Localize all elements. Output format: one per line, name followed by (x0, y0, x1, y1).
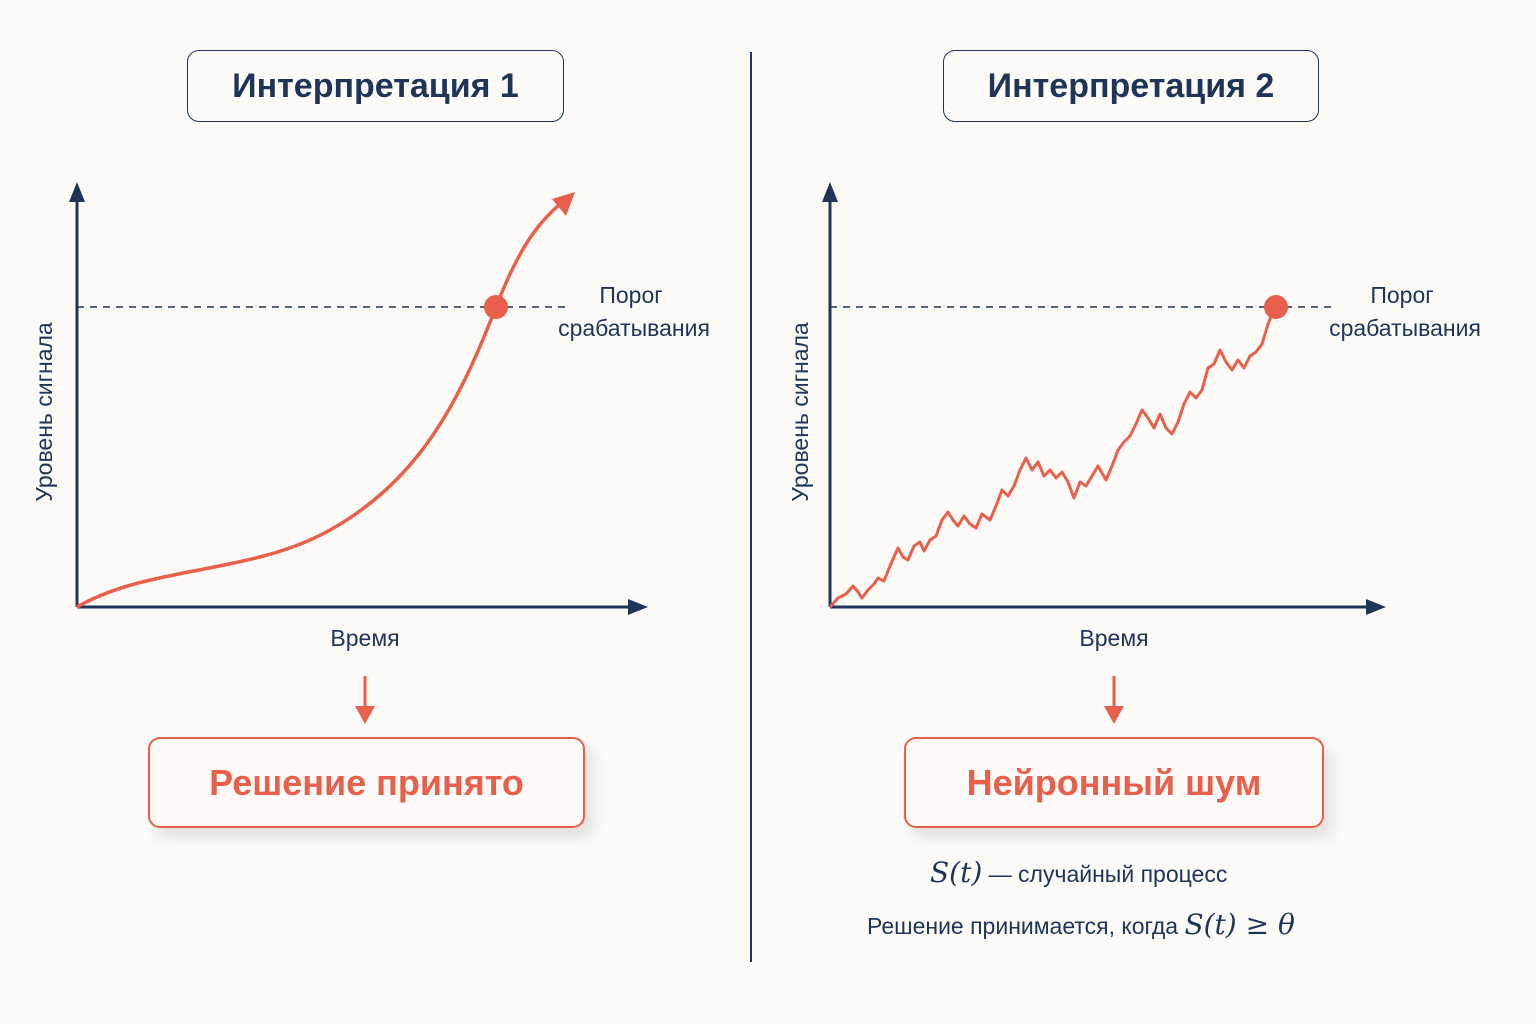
note-text-decision-rule: Решение принимается, когда (867, 913, 1185, 939)
right-x-axis-label: Время (1079, 625, 1148, 651)
note-decision-rule: Решение принимается, когда S(t) ≥ θ (867, 908, 1295, 941)
left-x-axis-label: Время (330, 625, 399, 651)
result-neural-noise: Нейронный шум (904, 737, 1324, 828)
left-curve-arrow-icon (552, 192, 575, 216)
right-x-axis-arrow-icon (1366, 599, 1386, 615)
note-random-process: S(t) — случайный процесс (930, 856, 1227, 889)
left-threshold-label-line1: Порог (599, 282, 662, 308)
panel-title-interpretation-2: Интерпретация 2 (943, 50, 1319, 122)
right-threshold-label-line2: срабатывания (1329, 315, 1481, 341)
left-arrow-down-icon (355, 706, 375, 724)
right-threshold-marker-icon (1264, 295, 1288, 319)
result-decision-made: Решение принято (148, 737, 585, 828)
right-threshold-label-line1: Порог (1370, 282, 1433, 308)
note-math-s-of-t: S(t) (930, 856, 983, 889)
right-noisy-signal (828, 306, 1277, 608)
left-threshold-label-line2: срабатывания (558, 315, 710, 341)
left-threshold-marker-icon (484, 295, 508, 319)
note-text-random-process: — случайный процесс (982, 861, 1228, 887)
left-y-axis-arrow-icon (69, 182, 85, 202)
left-x-axis-arrow-icon (628, 599, 648, 615)
right-y-axis-label: Уровень сигнала (787, 322, 813, 502)
note-math-inequality: S(t) ≥ θ (1184, 908, 1295, 941)
right-y-axis-arrow-icon (822, 182, 838, 202)
left-chart: Порог срабатывания Уровень сигнала Время (31, 182, 710, 724)
left-signal-curve (76, 198, 567, 609)
right-arrow-down-icon (1104, 706, 1124, 724)
panel-title-interpretation-1: Интерпретация 1 (187, 50, 564, 122)
left-y-axis-label: Уровень сигнала (31, 322, 57, 502)
panel-divider (750, 52, 752, 962)
right-chart: Порог срабатывания Уровень сигнала Время (787, 182, 1481, 724)
